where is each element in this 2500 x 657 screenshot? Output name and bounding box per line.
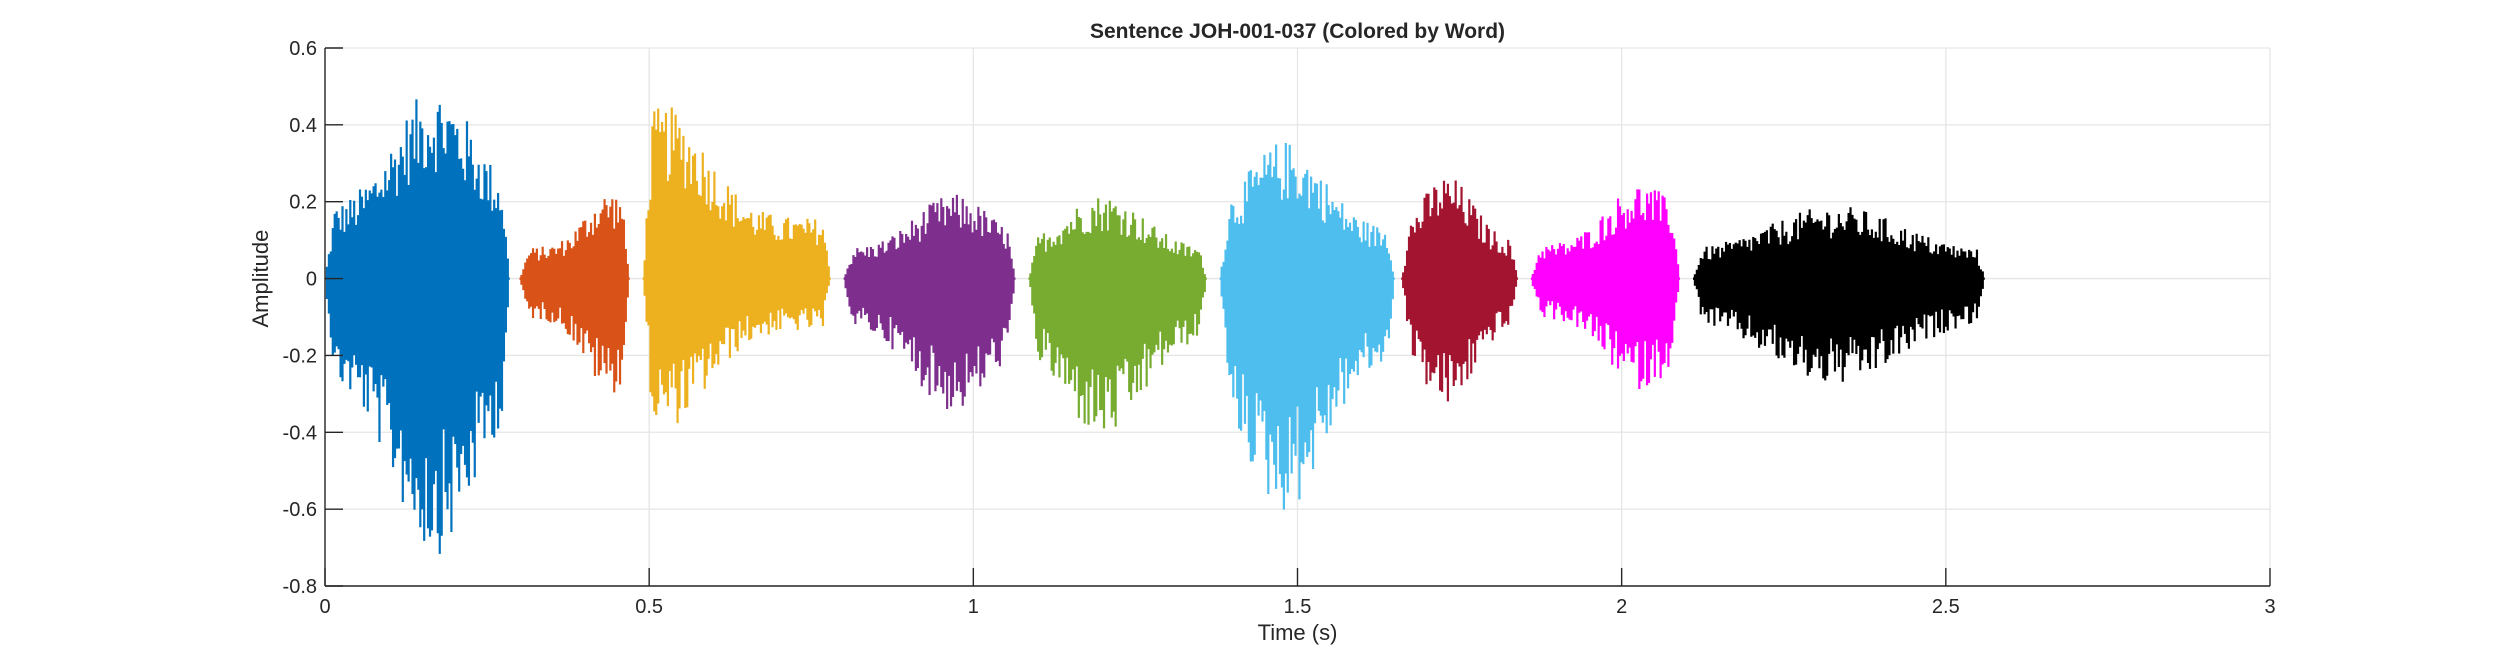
y-tick-label: 0.6 bbox=[289, 38, 317, 60]
x-tick-label: 3 bbox=[2264, 596, 2275, 618]
x-tick-label: 0 bbox=[319, 596, 330, 618]
y-tick-label: 0.2 bbox=[289, 192, 317, 214]
word-waveform-series bbox=[1402, 180, 1518, 402]
y-tick-label: -0.4 bbox=[283, 422, 317, 444]
y-tick-label: -0.2 bbox=[283, 345, 317, 367]
x-tick-label: 0.5 bbox=[635, 596, 663, 618]
y-tick-label: 0.4 bbox=[289, 115, 317, 137]
word-waveform-series bbox=[325, 99, 509, 554]
y-tick-label: -0.8 bbox=[283, 576, 317, 598]
chart-title: Sentence JOH-001-037 (Colored by Word) bbox=[1090, 20, 1505, 43]
word-waveform-series bbox=[844, 194, 1015, 410]
x-axis-label: Time (s) bbox=[1258, 620, 1338, 645]
x-tick-label: 2.5 bbox=[1932, 596, 1960, 618]
word-waveform-series bbox=[1029, 198, 1206, 429]
x-tick-label: 1.5 bbox=[1284, 596, 1312, 618]
y-axis-label: Amplitude bbox=[248, 230, 273, 328]
y-tick-label: 0 bbox=[306, 269, 317, 291]
y-tick-label: -0.6 bbox=[283, 499, 317, 521]
tick-labels: 0 0.5 1 1.5 2 2.5 3 0.6 0.4 0.2 0 -0.2 -0.4 -0.6 -0.8 bbox=[283, 38, 2276, 618]
x-tick-label: 1 bbox=[968, 596, 979, 618]
axes bbox=[324, 47, 2271, 587]
waveform-series bbox=[325, 99, 1985, 554]
x-tick-label: 2 bbox=[1616, 596, 1627, 618]
word-waveform-series bbox=[1220, 142, 1394, 510]
